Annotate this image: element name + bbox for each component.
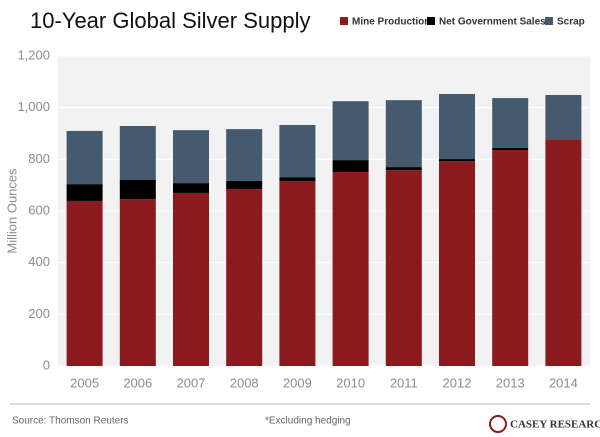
y-tick-label: 1,200: [17, 47, 50, 62]
bar-segment: [119, 180, 156, 200]
bar-segment: [66, 184, 103, 201]
bar-segment: [545, 139, 582, 366]
x-tick-label: 2014: [549, 375, 578, 390]
legend-swatch: [340, 17, 348, 25]
x-tick-label: 2007: [177, 375, 206, 390]
bar-segment: [226, 129, 263, 182]
legend-label: Scrap: [557, 17, 585, 28]
bar-segment: [226, 181, 263, 190]
y-tick-label: 600: [28, 202, 50, 217]
x-tick-label: 2008: [230, 375, 259, 390]
bar-segment: [66, 130, 103, 185]
bar-segment: [279, 181, 316, 366]
bar-segment: [385, 167, 422, 171]
bar-segment: [119, 126, 156, 180]
bar-segment: [439, 93, 475, 160]
bar-segment: [173, 130, 209, 184]
legend-swatch: [427, 17, 435, 25]
bar-segment: [279, 124, 316, 178]
x-tick-label: 2006: [123, 375, 152, 390]
x-tick-label: 2012: [443, 375, 472, 390]
bar-segment: [492, 150, 529, 366]
note: *Excluding hedging: [265, 416, 351, 427]
bar-segment: [545, 95, 582, 140]
bar-segment: [119, 199, 156, 366]
x-tick-label: 2005: [70, 375, 99, 390]
x-tick-label: 2011: [390, 375, 418, 390]
y-axis-label: Million Ounces: [4, 168, 19, 254]
bar-segment: [385, 170, 422, 366]
x-tick-label: 2009: [283, 375, 312, 390]
legend-label: Mine Production*: [352, 17, 434, 28]
bar-segment: [173, 192, 209, 366]
legend-label: Net Government Sales: [439, 17, 546, 28]
source: Source: Thomson Reuters: [12, 416, 129, 427]
y-tick-label: 800: [28, 151, 50, 166]
bar-segment: [332, 101, 369, 161]
bar-segment: [492, 147, 529, 151]
bar-segment: [332, 160, 369, 172]
logo-icon: [489, 415, 507, 433]
legend-swatch: [545, 17, 553, 25]
y-tick-label: 400: [28, 254, 50, 269]
chart-title: 10-Year Global Silver Supply: [30, 8, 310, 33]
bar-segment: [66, 200, 103, 366]
x-tick-label: 2010: [336, 375, 365, 390]
x-tick-label: 2013: [496, 375, 525, 390]
y-tick-label: 1,000: [17, 99, 50, 114]
bar-segment: [439, 159, 475, 162]
bar-segment: [492, 98, 529, 148]
bar-segment: [279, 177, 316, 182]
logo: CASEY RESEARCH: [510, 419, 600, 431]
bar-segment: [385, 100, 422, 168]
bar-segment: [226, 189, 263, 366]
bar-segment: [173, 183, 209, 193]
y-tick-label: 200: [28, 306, 50, 321]
y-tick-label: 0: [43, 357, 50, 372]
bar-segment: [439, 161, 475, 366]
bar-segment: [332, 171, 369, 366]
